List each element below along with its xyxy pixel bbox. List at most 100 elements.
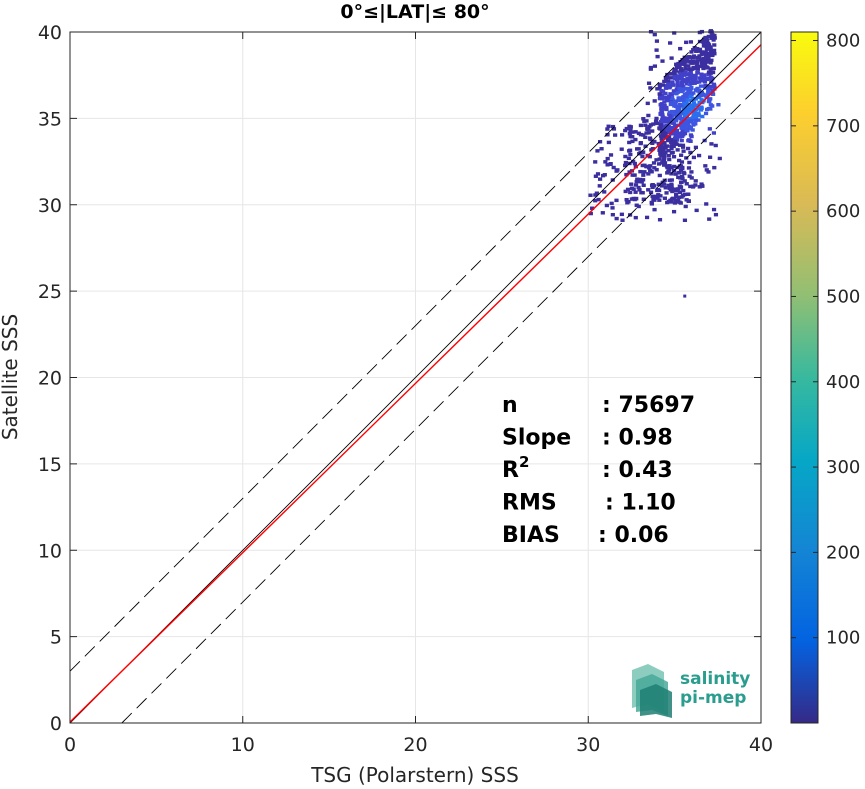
density-cell bbox=[648, 65, 654, 70]
density-cell bbox=[684, 182, 689, 186]
density-cell bbox=[666, 153, 671, 158]
density-cell bbox=[668, 198, 673, 203]
density-cell bbox=[713, 212, 719, 217]
density-cell bbox=[643, 144, 648, 148]
density-cell bbox=[678, 135, 683, 139]
density-cell bbox=[708, 48, 713, 53]
density-cell bbox=[689, 134, 694, 139]
colorbar-tick-label: 100 bbox=[826, 628, 860, 649]
density-cell bbox=[667, 178, 672, 182]
density-cell bbox=[703, 93, 709, 98]
density-cell bbox=[697, 54, 702, 58]
density-cell bbox=[701, 37, 707, 41]
density-cell bbox=[707, 127, 712, 131]
density-cell bbox=[687, 174, 692, 178]
density-cell bbox=[661, 95, 667, 100]
density-cell bbox=[611, 165, 616, 170]
density-cell bbox=[671, 209, 677, 214]
density-cell bbox=[600, 211, 605, 215]
density-cell bbox=[667, 129, 672, 134]
density-cell bbox=[708, 107, 713, 111]
density-cell bbox=[694, 64, 700, 69]
density-cell bbox=[671, 83, 676, 87]
density-cell bbox=[605, 156, 610, 161]
density-cell bbox=[698, 84, 704, 88]
density-cell bbox=[708, 155, 713, 159]
density-cell bbox=[647, 166, 652, 170]
density-cell bbox=[701, 66, 706, 71]
density-cell bbox=[670, 132, 675, 136]
density-cell bbox=[655, 54, 660, 59]
density-cell bbox=[673, 110, 678, 114]
density-cell bbox=[665, 72, 670, 77]
density-cell bbox=[632, 161, 637, 166]
density-cell bbox=[675, 148, 680, 152]
density-cell bbox=[595, 149, 600, 153]
density-cell bbox=[635, 177, 640, 181]
x-tick-label: 20 bbox=[403, 734, 427, 756]
logo-line-pimep: pi-mep bbox=[680, 688, 746, 708]
density-cell bbox=[596, 197, 601, 202]
density-cells bbox=[588, 29, 722, 298]
density-cell bbox=[659, 126, 664, 130]
density-cell bbox=[711, 38, 716, 42]
density-cell bbox=[666, 183, 671, 188]
density-cell bbox=[614, 216, 619, 221]
density-cell bbox=[659, 103, 665, 108]
density-cell bbox=[711, 131, 716, 135]
density-cell bbox=[687, 117, 692, 121]
density-cell bbox=[680, 128, 686, 133]
density-cell bbox=[643, 123, 648, 127]
density-cell bbox=[659, 108, 664, 112]
density-cell bbox=[659, 153, 664, 158]
density-cell bbox=[673, 198, 679, 203]
density-cell bbox=[628, 128, 633, 132]
density-cell bbox=[676, 171, 681, 175]
density-cell bbox=[667, 110, 672, 115]
density-cell bbox=[638, 177, 643, 182]
density-cell bbox=[687, 105, 693, 109]
density-cell-outlier bbox=[683, 294, 687, 298]
density-cell bbox=[631, 159, 636, 164]
density-cell bbox=[650, 129, 655, 133]
density-cell bbox=[648, 190, 654, 195]
density-cell bbox=[643, 135, 648, 140]
density-cell bbox=[708, 46, 713, 51]
density-cell bbox=[666, 84, 671, 88]
density-cell bbox=[685, 119, 691, 124]
density-cell bbox=[649, 148, 654, 152]
density-cell bbox=[608, 153, 614, 157]
density-cell bbox=[701, 63, 706, 68]
density-cell bbox=[681, 95, 686, 99]
density-cell bbox=[688, 150, 693, 155]
density-cell bbox=[671, 196, 676, 201]
density-cell bbox=[691, 56, 696, 60]
density-cell bbox=[673, 172, 678, 176]
density-cell bbox=[666, 94, 671, 99]
density-cell bbox=[708, 61, 713, 65]
stat-label: Slope bbox=[502, 426, 571, 451]
density-cell bbox=[627, 140, 632, 145]
density-cell bbox=[673, 192, 679, 197]
density-cell bbox=[678, 168, 684, 172]
density-cell bbox=[593, 174, 598, 178]
density-cell bbox=[692, 74, 697, 79]
y-tick-label: 15 bbox=[38, 454, 62, 476]
density-cell bbox=[674, 188, 679, 193]
density-cell bbox=[671, 126, 676, 131]
density-cell bbox=[649, 183, 655, 188]
density-cell bbox=[624, 172, 629, 177]
density-cell bbox=[681, 87, 686, 92]
density-cell bbox=[685, 86, 690, 91]
density-cell bbox=[709, 50, 715, 55]
density-cell bbox=[658, 142, 663, 147]
density-cell bbox=[698, 64, 703, 69]
density-cell bbox=[627, 149, 632, 153]
density-cell bbox=[677, 86, 682, 91]
density-cell bbox=[664, 164, 669, 168]
density-cell bbox=[652, 207, 657, 212]
density-cell bbox=[673, 99, 679, 103]
density-cell bbox=[651, 161, 657, 165]
density-cell bbox=[679, 180, 684, 185]
